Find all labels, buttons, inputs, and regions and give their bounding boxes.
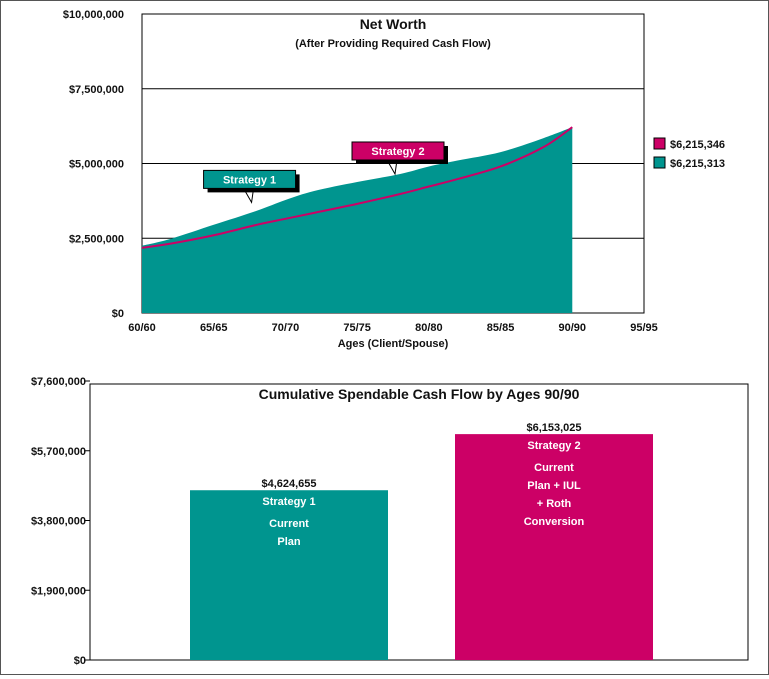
net-worth-x-tick-label: 80/80	[415, 322, 443, 334]
net-worth-x-axis-label: Ages (Client/Spouse)	[338, 338, 449, 350]
cash-flow-y-tick-label: $0	[74, 655, 86, 667]
cash-flow-y-tick-label: $3,800,000	[31, 516, 86, 528]
cash-flow-y-ticks: $0 $1,900,000 $3,800,000 $5,700,000 $7,600,0…	[31, 376, 90, 667]
callout-label: Strategy 2	[371, 146, 424, 158]
net-worth-x-tick-label: 60/60	[128, 322, 156, 334]
net-worth-series-marks	[141, 126, 573, 313]
net-worth-title: Net Worth	[360, 16, 427, 32]
cash-flow-title: Cumulative Spendable Cash Flow by Ages 9…	[259, 386, 580, 402]
net-worth-legend: $6,215,346 $6,215,313	[653, 137, 725, 170]
net-worth-chart: $0 $2,500,000 $5,000,000 $7,500,000 $10,000,…	[63, 9, 725, 350]
cash-flow-bar	[190, 490, 388, 660]
net-worth-x-tick-label: 95/95	[630, 322, 658, 334]
cash-flow-bar-text: Plan + IUL	[527, 480, 581, 492]
net-worth-x-tick-label: 85/85	[487, 322, 515, 334]
net-worth-x-tick-label: 90/90	[559, 322, 587, 334]
net-worth-line-strategy-2	[141, 126, 573, 249]
net-worth-y-tick-label: $5,000,000	[69, 159, 124, 171]
legend-swatch	[653, 137, 666, 150]
net-worth-y-tick-label: $10,000,000	[63, 9, 124, 21]
cash-flow-bar-text: Plan	[277, 536, 301, 548]
callout-box	[203, 169, 297, 189]
cash-flow-bar-value-label: $4,624,655	[261, 478, 316, 490]
callout-label: Strategy 1	[223, 174, 276, 186]
cash-flow-chart: $0 $1,900,000 $3,800,000 $5,700,000 $7,600,0…	[31, 376, 749, 667]
legend-label: $6,215,346	[670, 139, 725, 151]
cash-flow-bar-text: Conversion	[524, 516, 585, 528]
net-worth-y-tick-label: $2,500,000	[69, 233, 124, 245]
callout-box	[351, 141, 445, 161]
cash-flow-y-tick-label: $5,700,000	[31, 446, 86, 458]
net-worth-x-tick-label: 70/70	[272, 322, 300, 334]
cash-flow-bar-text: Strategy 2	[527, 440, 580, 452]
cash-flow-y-tick-label: $1,900,000	[31, 585, 86, 597]
cash-flow-bar-text: Current	[269, 518, 309, 530]
net-worth-x-tick-label: 75/75	[343, 322, 371, 334]
cash-flow-y-tick-label: $7,600,000	[31, 376, 86, 388]
cash-flow-bars: $4,624,655 Strategy 1 Current Plan $6,153,02…	[190, 422, 653, 660]
legend-swatch	[653, 156, 666, 169]
net-worth-area-strategy-1	[142, 127, 573, 313]
cash-flow-bar	[455, 434, 653, 660]
net-worth-x-tick-label: 65/65	[200, 322, 228, 334]
net-worth-y-tick-label: $0	[112, 308, 124, 320]
cash-flow-bar-text: Current	[534, 462, 574, 474]
legend-label: $6,215,313	[670, 158, 725, 170]
cash-flow-bar-value-label: $6,153,025	[526, 422, 581, 434]
cash-flow-bar-text: + Roth	[537, 498, 572, 510]
cash-flow-bar-text: Strategy 1	[262, 496, 315, 508]
net-worth-subtitle: (After Providing Required Cash Flow)	[295, 38, 491, 50]
net-worth-x-ticks: 60/60 65/65 70/70 75/75 80/80 85/85 90/90 95/95	[128, 322, 658, 334]
net-worth-y-ticks: $0 $2,500,000 $5,000,000 $7,500,000 $10,000,…	[63, 9, 124, 320]
net-worth-y-tick-label: $7,500,000	[69, 84, 124, 96]
net-worth-callouts: Strategy 1 Strategy 2	[203, 141, 448, 204]
